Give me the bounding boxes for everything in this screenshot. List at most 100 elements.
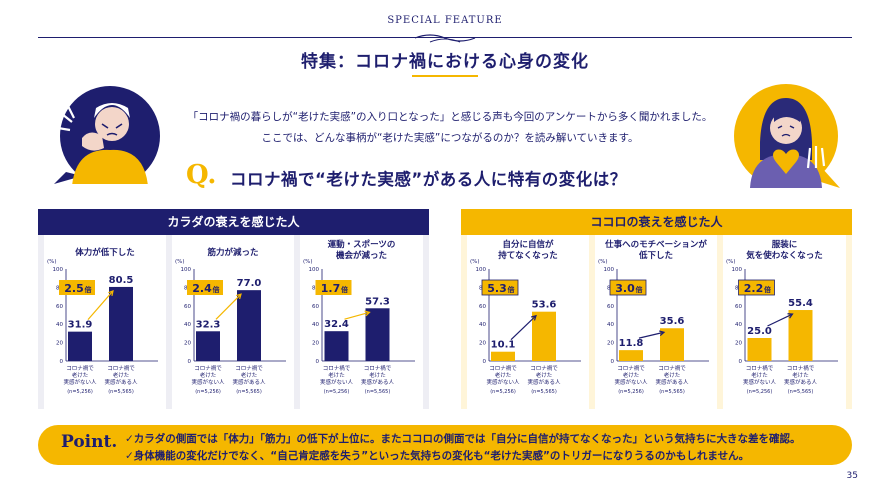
sample-size-label: (n=5,565) (236, 389, 262, 395)
y-unit-label: (%) (726, 259, 736, 265)
category-label: コロナ禍で (194, 364, 222, 372)
ratio-value: 5.3 (487, 282, 507, 295)
chart-muscle: 筋力が減った(%)10080604020032.3コロナ禍で老けた実感がない人(… (175, 247, 286, 395)
y-tick-label: 20 (184, 341, 191, 347)
data-label: 11.8 (619, 338, 644, 349)
category-label: 老けた (369, 371, 386, 379)
category-label: 実感がある人 (784, 378, 818, 386)
category-label: 実感がない人 (614, 378, 648, 386)
sample-size-label: (n=5,256) (618, 389, 644, 395)
category-label: 実感がある人 (104, 378, 138, 386)
ratio-badge (187, 280, 223, 295)
category-label: 実感がある人 (232, 378, 266, 386)
data-label: 53.6 (532, 300, 557, 311)
category-label: コロナ禍で (746, 364, 774, 372)
category-label: 実感がない人 (191, 378, 225, 386)
sample-size-label: (n=5,256) (490, 389, 516, 395)
category-label: 実感がある人 (361, 378, 395, 386)
y-tick-label: 20 (607, 341, 614, 347)
bar (660, 328, 684, 361)
y-tick-label: 0 (316, 359, 320, 365)
change-arrow (344, 311, 370, 320)
data-label: 57.3 (365, 296, 390, 307)
ratio-unit: 倍 (341, 285, 348, 294)
ratio-value: 2.4 (192, 282, 212, 295)
change-arrow (87, 290, 114, 321)
sample-size-label: (n=5,565) (531, 389, 557, 395)
arrow-head (531, 314, 537, 321)
category-label: 老けた (72, 371, 89, 379)
y-tick-label: 60 (312, 304, 319, 310)
ratio-badge (315, 280, 352, 295)
ratio-badge (609, 279, 647, 296)
ratio-unit: 倍 (85, 285, 92, 294)
chart-motivation: 仕事へのモチベーションが低下した(%)10080604020011.8コロナ禍で… (598, 239, 709, 395)
chart-title: 体力が低下した (75, 247, 135, 258)
y-tick-label: 100 (604, 267, 615, 273)
y-tick-label: 100 (476, 267, 487, 273)
bar (324, 331, 349, 361)
page-title: 特集：コロナ禍における心身の変化 (301, 52, 589, 72)
category-label: 老けた (623, 371, 640, 379)
chart-stamina: 体力が低下した(%)10080604020031.9コロナ禍で老けた実感がない人… (47, 247, 158, 395)
category-label: 老けた (113, 371, 130, 379)
ratio-value: 1.7 (321, 282, 341, 295)
bar (532, 311, 556, 361)
category-label: コロナ禍で (787, 364, 815, 372)
arrow-head (659, 330, 666, 337)
chart-card: 自分に自信が持てなくなった(%)10080604020010.1コロナ禍で老けた… (467, 235, 589, 409)
ratio-unit: 倍 (213, 285, 220, 294)
category-label: 老けた (536, 371, 553, 379)
category-label: コロナ禍で (617, 364, 645, 372)
y-tick-label: 0 (483, 359, 487, 365)
chart-card: 運動・スポーツの機会が減った(%)10080604020032.4コロナ禍で老け… (300, 235, 423, 409)
data-label: 32.3 (196, 319, 221, 330)
sample-size-label: (n=5,565) (365, 389, 391, 395)
chart-card: 服装に気を使わなくなった(%)10080604020025.0コロナ禍で老けた実… (723, 235, 846, 409)
chart-title: 低下した (638, 250, 673, 261)
chart-title: 気を使わなくなった (746, 250, 823, 261)
y-unit-label: (%) (47, 259, 57, 265)
y-tick-label: 60 (479, 304, 486, 310)
category-label: コロナ禍で (364, 364, 392, 372)
change-arrow (510, 315, 537, 341)
chart-title: 持てなくなった (498, 250, 558, 261)
ratio-value: 2.5 (64, 282, 84, 295)
y-tick-label: 100 (732, 267, 743, 273)
sample-size-label: (n=5,565) (659, 389, 685, 395)
y-tick-label: 60 (735, 304, 742, 310)
ornament-icon (414, 34, 476, 43)
sample-size-label: (n=5,565) (108, 389, 134, 395)
bar (68, 331, 92, 361)
bar (747, 338, 772, 361)
y-unit-label: (%) (598, 259, 608, 265)
category-label: コロナ禍で (323, 364, 351, 372)
y-tick-label: 100 (181, 267, 192, 273)
bar (788, 310, 813, 361)
intro-text: 「コロナ禍の暮らしが“老けた実感”の入り口となった」と感じる声も今回のアンケート… (170, 107, 730, 149)
y-tick-label: 40 (312, 322, 319, 328)
category-label: コロナ禍で (66, 364, 94, 372)
y-unit-label: (%) (470, 259, 480, 265)
chart-card: 仕事へのモチベーションが低下した(%)10080604020011.8コロナ禍で… (595, 235, 717, 409)
data-label: 25.0 (747, 326, 772, 337)
change-arrow (638, 331, 665, 339)
section-header-body: カラダの衰えを感じた人 (38, 209, 429, 235)
arrow-head (364, 310, 371, 317)
chart-clothing: 服装に気を使わなくなった(%)10080604020025.0コロナ禍で老けた実… (726, 239, 838, 395)
intro-line: 「コロナ禍の暮らしが“老けた実感”の入り口となった」と感じる声も今回のアンケート… (187, 111, 713, 123)
point-label: Point. (61, 432, 118, 452)
point-line-1: ✓カラダの側面では「体力」「筋力」の低下が上位に。またココロの側面では「自分に自… (125, 433, 801, 445)
bar (109, 286, 133, 361)
intro-line: ここでは、どんな事柄が“老けた実感”につながるのか？を読み解いていきます。 (261, 132, 639, 144)
chart-card: 体力が低下した(%)10080604020031.9コロナ禍で老けた実感がない人… (44, 235, 166, 409)
category-label: 実感がない人 (743, 378, 777, 386)
category-label: 実感がない人 (320, 378, 354, 386)
category-label: 老けた (792, 371, 809, 379)
change-arrow (767, 313, 793, 327)
arrow-head (787, 313, 794, 319)
category-label: 老けた (241, 371, 258, 379)
chart-title: 仕事へのモチベーションが (604, 239, 707, 250)
y-unit-label: (%) (175, 259, 185, 265)
category-label: 老けた (200, 371, 217, 379)
